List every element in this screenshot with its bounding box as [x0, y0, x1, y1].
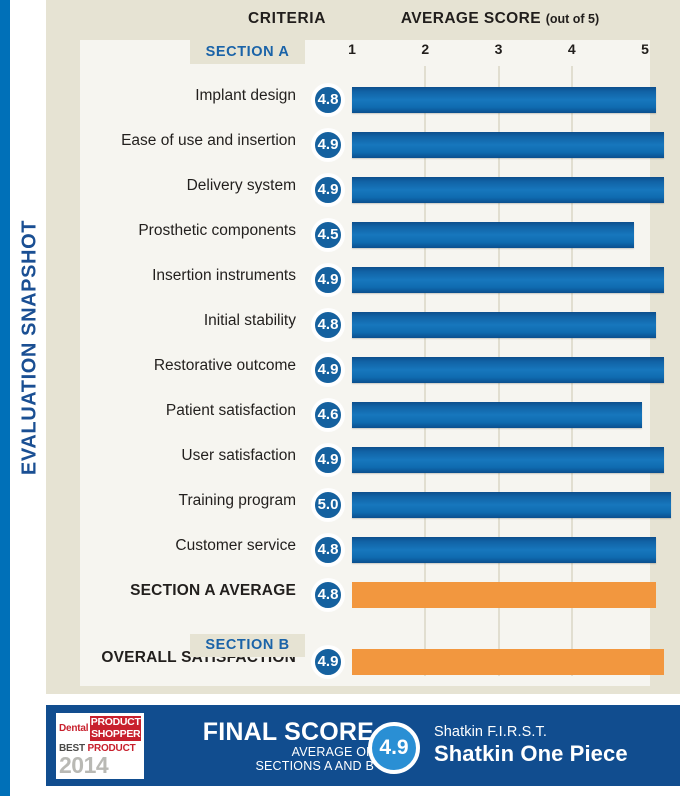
section-b-label: SECTION B: [190, 634, 305, 657]
row-label: Implant design: [195, 87, 296, 104]
chart-row: Prosthetic components 4.5: [0, 219, 680, 253]
row-label: Prosthetic components: [138, 222, 296, 239]
axis-tick-5: 5: [641, 41, 649, 57]
score-badge: 4.8: [312, 534, 344, 566]
section-a-label: SECTION A: [190, 40, 305, 64]
score-badge: 4.9: [312, 129, 344, 161]
chart-row: SECTION A AVERAGE 4.8: [0, 579, 680, 613]
left-rail: EVALUATION SNAPSHOT: [0, 0, 46, 796]
score-badge: 4.9: [312, 646, 344, 678]
score-badge: 4.8: [312, 309, 344, 341]
score-badge: 4.9: [312, 444, 344, 476]
score-bar: [352, 447, 664, 473]
score-bar: [352, 357, 664, 383]
award-badge: Dental PRODUCT SHOPPER BEST PRODUCT 2014: [56, 713, 144, 779]
chart-row: Customer service 4.8: [0, 534, 680, 568]
award-badge-top: Dental PRODUCT SHOPPER: [59, 716, 141, 741]
axis-tick-1: 1: [348, 41, 356, 57]
final-score-badge: 4.9: [368, 722, 420, 774]
score-bar: [352, 582, 656, 608]
award-best-product-word: PRODUCT: [87, 743, 136, 754]
footer-bar: Dental PRODUCT SHOPPER BEST PRODUCT 2014…: [46, 705, 680, 786]
row-label: SECTION A AVERAGE: [130, 582, 296, 599]
score-bar: [352, 132, 664, 158]
final-score-title: FINAL SCORE: [202, 718, 374, 746]
score-badge: 4.9: [312, 354, 344, 386]
score-badge: 4.6: [312, 399, 344, 431]
row-label: Delivery system: [186, 177, 296, 194]
chart-row: Patient satisfaction 4.6: [0, 399, 680, 433]
score-bar: [352, 649, 664, 675]
axis-tick-4: 4: [567, 41, 576, 57]
chart-row: Ease of use and insertion 4.9: [0, 129, 680, 163]
row-label: Ease of use and insertion: [121, 132, 296, 149]
award-best-text: BEST: [59, 743, 85, 754]
score-badge: 4.5: [312, 219, 344, 251]
award-shopper-text: SHOPPER: [91, 727, 141, 740]
chart-row: Restorative outcome 4.9: [0, 354, 680, 388]
chart-row: User satisfaction 4.9: [0, 444, 680, 478]
average-score-note: (out of 5): [545, 12, 600, 26]
score-bar: [352, 87, 656, 113]
score-bar: [352, 312, 656, 338]
average-score-label: AVERAGE SCORE: [400, 10, 541, 27]
row-label: Initial stability: [203, 312, 296, 329]
final-score-sub-line1: AVERAGE OF: [291, 745, 374, 759]
award-dental-text: Dental: [59, 716, 91, 741]
score-badge: 4.8: [312, 579, 344, 611]
chart-row: Implant design 4.8: [0, 84, 680, 118]
score-bar: [352, 267, 664, 293]
score-bar: [352, 222, 634, 248]
score-badge: 5.0: [312, 489, 344, 521]
left-accent-stripe: [0, 0, 10, 796]
chart-row: Delivery system 4.9: [0, 174, 680, 208]
product-block: Shatkin F.I.R.S.T. Shatkin One Piece: [434, 724, 628, 766]
row-label: User satisfaction: [181, 447, 296, 464]
score-badge: 4.9: [312, 174, 344, 206]
product-name: Shatkin One Piece: [434, 741, 628, 766]
score-bar: [352, 492, 671, 518]
score-badge: 4.8: [312, 84, 344, 116]
row-label: Patient satisfaction: [165, 402, 296, 419]
average-score-header: AVERAGE SCORE (out of 5): [340, 10, 660, 28]
chart-row: OVERALL SATISFACTION 4.9: [0, 646, 680, 680]
criteria-column-header: CRITERIA: [248, 10, 326, 27]
final-score-block: FINAL SCORE AVERAGE OF SECTIONS A AND B: [156, 719, 374, 773]
chart-row: Initial stability 4.8: [0, 309, 680, 343]
score-bar: [352, 402, 642, 428]
row-label: Customer service: [175, 537, 296, 554]
award-product-shopper-text: PRODUCT SHOPPER: [90, 716, 141, 741]
award-best-product-text: BEST PRODUCT: [59, 743, 141, 754]
award-year-text: 2014: [59, 752, 109, 778]
axis-tick-3: 3: [494, 41, 503, 57]
row-label: Insertion instruments: [152, 267, 296, 284]
award-product-text: PRODUCT: [90, 716, 141, 728]
row-label: Training program: [178, 492, 296, 509]
score-badge: 4.9: [312, 264, 344, 296]
product-brand: Shatkin F.I.R.S.T.: [434, 724, 548, 740]
final-score-sub-line2: SECTIONS A AND B: [255, 759, 374, 773]
row-label: Restorative outcome: [153, 357, 296, 374]
axis-tick-2: 2: [421, 41, 430, 57]
chart-row: Insertion instruments 4.9: [0, 264, 680, 298]
score-bar: [352, 177, 664, 203]
chart-row: Training program 5.0: [0, 489, 680, 523]
score-bar: [352, 537, 656, 563]
